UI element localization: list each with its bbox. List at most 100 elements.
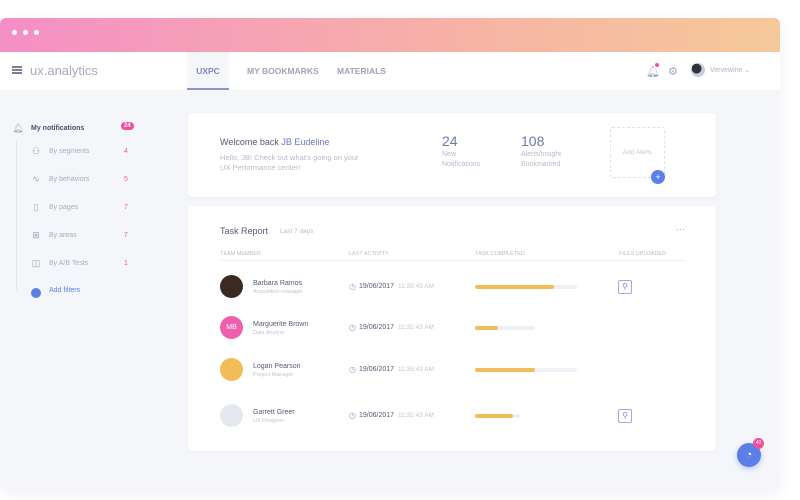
user-avatar[interactable] xyxy=(691,63,705,77)
task-report-card: Task Report Last 7 days ··· TEAM MEMBER … xyxy=(188,206,716,451)
user-full-name: JB Eudeline xyxy=(281,137,330,147)
notification-count-badge: 24 xyxy=(121,122,134,130)
page-icon: ▯ xyxy=(33,201,39,212)
item-count: 5 xyxy=(124,175,128,183)
activity-time: 11:35:43 AM xyxy=(398,283,435,290)
item-label: By pages xyxy=(49,203,79,211)
activity-date: 19/06/2017 xyxy=(359,324,395,331)
rss-icon: ◔ xyxy=(745,449,753,461)
clock-icon: ◷ xyxy=(349,411,356,420)
task-progress-bar xyxy=(475,368,577,372)
welcome-message: Hello, JB! Check out what's going on you… xyxy=(220,153,359,173)
progress-fill xyxy=(475,285,554,289)
notification-dot xyxy=(655,63,659,67)
column-header-last-activity: LAST ACTIVITY xyxy=(349,251,389,257)
welcome-prefix: Welcome back xyxy=(220,137,282,147)
more-options-icon[interactable]: ··· xyxy=(676,224,685,234)
welcome-card: Welcome back JB Eudeline Hello, JB! Chec… xyxy=(188,113,716,197)
welcome-line: UX Performance center! xyxy=(220,163,301,172)
sidebar-title: My notifications xyxy=(31,124,85,132)
add-alert-button[interactable]: + xyxy=(651,170,665,184)
column-header-team-member: TEAM MEMBER xyxy=(220,251,261,257)
item-label: By areas xyxy=(49,231,77,239)
tab-materials[interactable]: MATERIALS xyxy=(337,66,386,76)
member-role: Acquisition manager xyxy=(253,289,303,295)
grid-icon: ⊞ xyxy=(32,229,40,240)
logo: ux.analytics xyxy=(30,63,98,78)
stat-value: 24 xyxy=(442,133,458,149)
tab-my-bookmarks[interactable]: MY BOOKMARKS xyxy=(247,66,319,76)
header-divider xyxy=(220,260,685,261)
item-label: By A/B Tests xyxy=(49,259,89,267)
member-role: UX Designer xyxy=(253,418,285,424)
member-name: Marguerite Brown xyxy=(253,321,309,328)
welcome-title: Welcome back JB Eudeline xyxy=(220,137,329,147)
member-role: Project Manager xyxy=(253,372,294,378)
item-count: 4 xyxy=(124,147,128,155)
clock-icon: ◷ xyxy=(349,282,356,291)
menu-icon[interactable] xyxy=(12,66,22,74)
stat-value: 108 xyxy=(521,133,545,149)
member-name: Garrett Greer xyxy=(253,409,295,416)
item-label: By segments xyxy=(49,147,90,155)
task-progress-bar xyxy=(475,285,577,289)
member-role: Data Analyst xyxy=(253,330,284,336)
progress-fill xyxy=(475,368,536,372)
user-menu[interactable]: Vervewine ⌄ xyxy=(710,66,750,74)
stat-label: New xyxy=(442,151,457,158)
welcome-line: Hello, JB! Check out what's going on you… xyxy=(220,153,359,162)
fab-badge: 40 xyxy=(753,438,764,449)
stat-new-notifications: 24 New Notifications xyxy=(442,133,480,170)
columns-icon: ◫ xyxy=(31,257,41,268)
top-nav: ux.analytics UXPC MY BOOKMARKS MATERIALS… xyxy=(0,52,780,90)
window-controls[interactable] xyxy=(12,30,39,35)
task-progress-bar xyxy=(475,414,521,418)
progress-fill xyxy=(475,414,513,418)
activity-date: 19/06/2017 xyxy=(359,283,395,290)
member-name: Logan Pearson xyxy=(253,363,301,370)
task-progress-bar xyxy=(475,326,535,330)
bell-icon[interactable]: 🔔︎ xyxy=(646,66,660,78)
stat-label: Alerts/insight xyxy=(521,151,562,158)
progress-fill xyxy=(475,326,499,330)
bell-icon: 🔔︎ xyxy=(12,122,24,133)
avatar: MB xyxy=(220,316,243,339)
tab-uxpc[interactable]: UXPC xyxy=(187,52,229,90)
item-label: By behaviors xyxy=(49,175,90,183)
report-period: Last 7 days xyxy=(280,228,314,235)
item-count: 7 xyxy=(124,231,128,239)
activity-date: 19/06/2017 xyxy=(359,366,395,373)
member-name: Barbara Ramos xyxy=(253,280,303,287)
avatar xyxy=(220,404,243,427)
item-count: 7 xyxy=(124,203,128,211)
user-name: Vervewine xyxy=(710,67,743,74)
avatar-initials: MB xyxy=(226,324,237,331)
activity-time: 11:35:43 AM xyxy=(398,366,435,373)
attachment-icon[interactable]: ⚲ xyxy=(618,280,632,294)
sidebar-item-my-notifications[interactable]: 🔔︎ My notifications 24 xyxy=(12,122,136,133)
add-alerts-box[interactable]: Add Alerts xyxy=(610,127,665,178)
item-count: 1 xyxy=(124,259,128,267)
gear-icon[interactable]: ⚙ xyxy=(668,66,678,78)
clock-icon: ◷ xyxy=(349,323,356,332)
avatar xyxy=(220,358,243,381)
activity-date: 19/06/2017 xyxy=(359,412,395,419)
add-filters-label: Add filters xyxy=(49,286,81,294)
window-titlebar xyxy=(0,18,780,52)
attachment-icon[interactable]: ⚲ xyxy=(618,409,632,423)
add-alerts-label: Add Alerts xyxy=(622,149,653,156)
column-header-task-completed: TASK COMPLETED xyxy=(475,251,525,257)
pulse-icon: ∿ xyxy=(32,173,40,184)
stat-label: Bookmarked xyxy=(521,161,561,168)
clock-icon: ◷ xyxy=(349,365,356,374)
report-title: Task Report xyxy=(220,226,269,236)
activity-time: 11:35:43 AM xyxy=(398,412,435,419)
user-icon: ⚇ xyxy=(31,145,41,156)
stat-label: Notifications xyxy=(442,161,481,168)
plus-icon xyxy=(31,288,41,298)
divider xyxy=(16,140,17,290)
column-header-files-uploaded: FILES UPLOADED xyxy=(619,251,667,257)
activity-time: 11:35:43 AM xyxy=(398,324,435,331)
chevron-down-icon: ⌄ xyxy=(744,67,751,74)
avatar xyxy=(220,275,243,298)
